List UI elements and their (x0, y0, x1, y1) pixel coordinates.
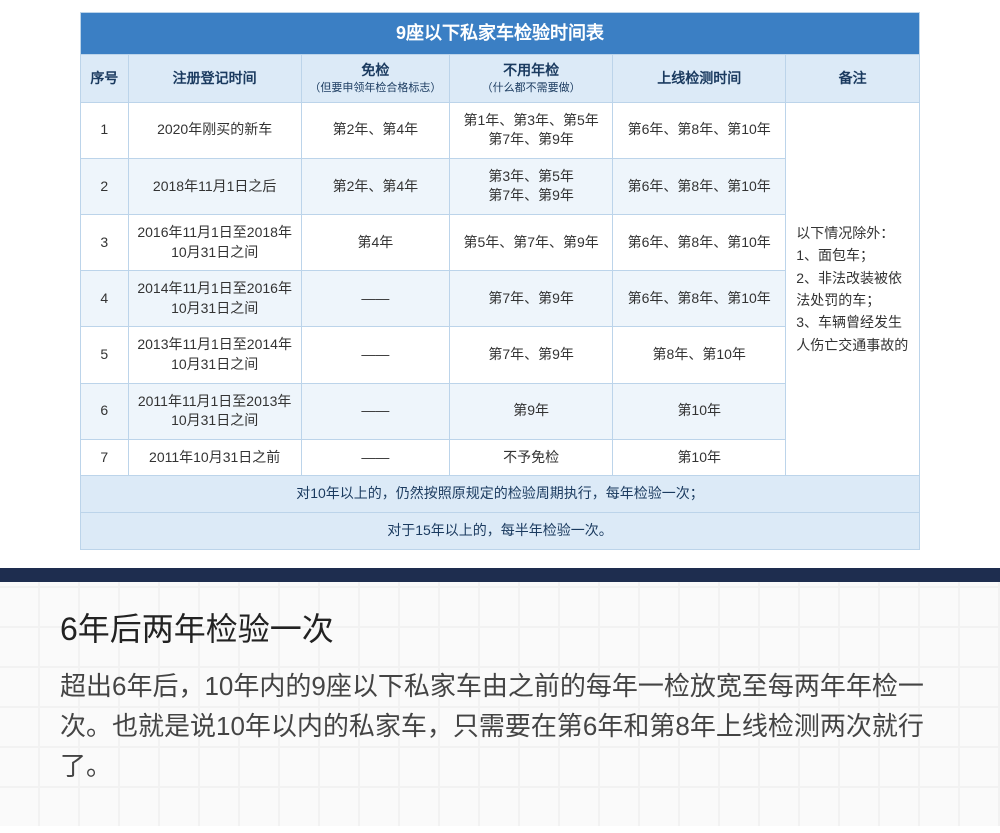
header-exempt: 免检 （但要申领年检合格标志） (301, 55, 449, 102)
cell-seq: 4 (81, 271, 129, 327)
cell-online: 第6年、第8年、第10年 (613, 271, 786, 327)
header-reg: 注册登记时间 (128, 55, 301, 102)
cell-online: 第10年 (613, 439, 786, 476)
table-title-row: 9座以下私家车检验时间表 (81, 13, 920, 55)
table-title: 9座以下私家车检验时间表 (81, 13, 920, 55)
cell-seq: 5 (81, 327, 129, 383)
header-seq: 序号 (81, 55, 129, 102)
article-heading: 6年后两年检验一次 (60, 604, 940, 650)
remark-cell: 以下情况除外：1、面包车；2、非法改装被依法处罚的车；3、车辆曾经发生人伤亡交通… (786, 102, 920, 476)
cell-seq: 6 (81, 383, 129, 439)
table-footer-row-2: 对于15年以上的，每半年检验一次。 (81, 512, 920, 549)
cell-reg: 2014年11月1日至2016年10月31日之间 (128, 271, 301, 327)
table-row: 12020年刚买的新车第2年、第4年第1年、第3年、第5年第7年、第9年第6年、… (81, 102, 920, 158)
header-exempt-sub: （但要申领年检合格标志） (306, 81, 445, 95)
inspection-table: 9座以下私家车检验时间表 序号 注册登记时间 免检 （但要申领年检合格标志） 不… (80, 12, 920, 550)
cell-exempt: —— (301, 327, 449, 383)
cell-exempt: —— (301, 271, 449, 327)
cell-exempt: 第2年、第4年 (301, 158, 449, 214)
cell-exempt: 第2年、第4年 (301, 102, 449, 158)
header-nocheck-sub: （什么都不需要做） (454, 81, 608, 95)
cell-reg: 2020年刚买的新车 (128, 102, 301, 158)
header-nocheck: 不用年检 （什么都不需要做） (450, 55, 613, 102)
header-exempt-text: 免检 (361, 62, 389, 78)
cell-nocheck: 不予免检 (450, 439, 613, 476)
cell-reg: 2013年11月1日至2014年10月31日之间 (128, 327, 301, 383)
cell-online: 第10年 (613, 383, 786, 439)
table-footer-row-1: 对10年以上的，仍然按照原规定的检验周期执行，每年检验一次； (81, 476, 920, 513)
article-body: 超出6年后，10年内的9座以下私家车由之前的每年一检放宽至每两年年检一次。也就是… (60, 666, 940, 787)
cell-exempt: 第4年 (301, 215, 449, 271)
cell-seq: 7 (81, 439, 129, 476)
cell-nocheck: 第3年、第5年第7年、第9年 (450, 158, 613, 214)
table-container: 9座以下私家车检验时间表 序号 注册登记时间 免检 （但要申领年检合格标志） 不… (0, 0, 1000, 550)
cell-seq: 3 (81, 215, 129, 271)
table-header-row: 序号 注册登记时间 免检 （但要申领年检合格标志） 不用年检 （什么都不需要做）… (81, 55, 920, 102)
cell-reg: 2011年10月31日之前 (128, 439, 301, 476)
cell-reg: 2011年11月1日至2013年10月31日之间 (128, 383, 301, 439)
cell-nocheck: 第5年、第7年、第9年 (450, 215, 613, 271)
cell-online: 第6年、第8年、第10年 (613, 215, 786, 271)
cell-seq: 2 (81, 158, 129, 214)
footer-text-1: 对10年以上的，仍然按照原规定的检验周期执行，每年检验一次； (81, 476, 920, 513)
header-online: 上线检测时间 (613, 55, 786, 102)
cell-online: 第8年、第10年 (613, 327, 786, 383)
footer-text-2: 对于15年以上的，每半年检验一次。 (81, 512, 920, 549)
divider-bar (0, 568, 1000, 582)
cell-online: 第6年、第8年、第10年 (613, 158, 786, 214)
cell-online: 第6年、第8年、第10年 (613, 102, 786, 158)
cell-nocheck: 第7年、第9年 (450, 327, 613, 383)
article-area: 6年后两年检验一次 超出6年后，10年内的9座以下私家车由之前的每年一检放宽至每… (0, 582, 1000, 827)
cell-exempt: —— (301, 383, 449, 439)
cell-reg: 2016年11月1日至2018年10月31日之间 (128, 215, 301, 271)
cell-nocheck: 第1年、第3年、第5年第7年、第9年 (450, 102, 613, 158)
cell-nocheck: 第7年、第9年 (450, 271, 613, 327)
cell-exempt: —— (301, 439, 449, 476)
cell-reg: 2018年11月1日之后 (128, 158, 301, 214)
cell-seq: 1 (81, 102, 129, 158)
header-remark: 备注 (786, 55, 920, 102)
cell-nocheck: 第9年 (450, 383, 613, 439)
divider-section: 6年后两年检验一次 超出6年后，10年内的9座以下私家车由之前的每年一检放宽至每… (0, 568, 1000, 827)
header-nocheck-text: 不用年检 (503, 62, 559, 78)
